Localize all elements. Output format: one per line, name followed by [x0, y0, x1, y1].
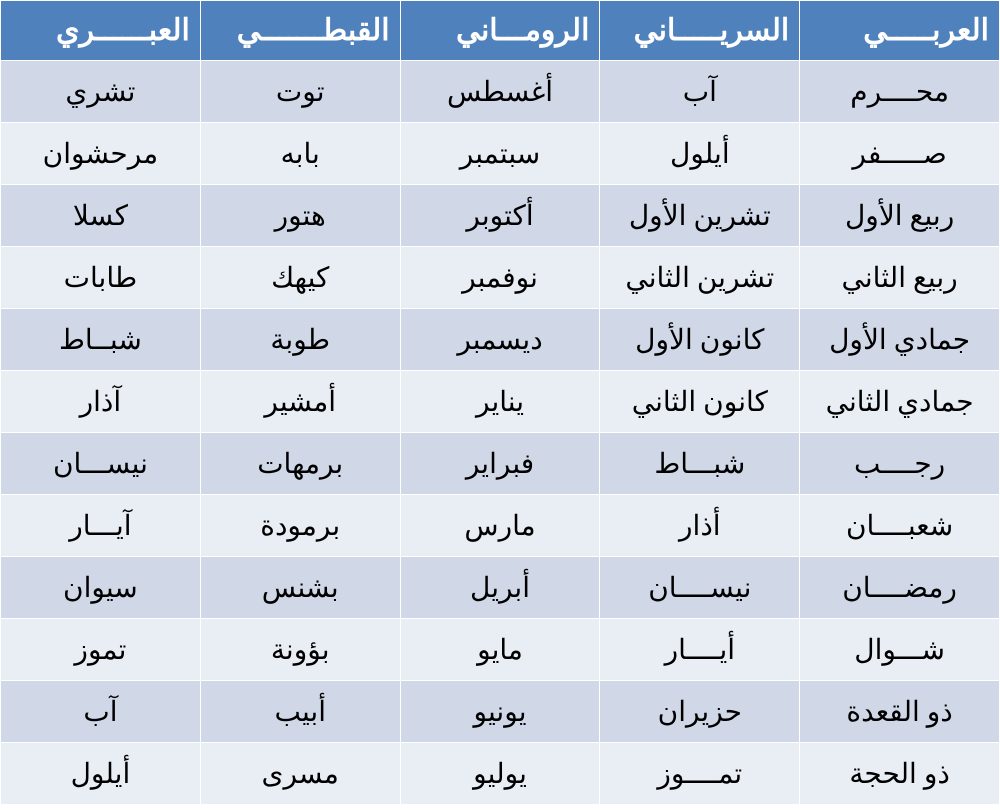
header-row: العربـــــي السريـــــاني الرومـــاني ال…	[1, 1, 1000, 61]
cell: ذو الحجة	[800, 743, 1000, 805]
cell: مسرى	[200, 743, 400, 805]
cell: أبريل	[400, 557, 600, 619]
cell: يوليو	[400, 743, 600, 805]
cell: محــــرم	[800, 61, 1000, 123]
cell: جمادي الثاني	[800, 371, 1000, 433]
cell: ربيع الثاني	[800, 247, 1000, 309]
cell: كانون الثاني	[600, 371, 800, 433]
table-row: ربيع الثاني تشرين الثاني نوفمبر كيهك طاب…	[1, 247, 1000, 309]
cell: مايو	[400, 619, 600, 681]
cell: رجــــب	[800, 433, 1000, 495]
cell: طابات	[1, 247, 201, 309]
table-row: شـــوال أيــــار مايو بؤونة تموز	[1, 619, 1000, 681]
cell: نيســـان	[1, 433, 201, 495]
cell: كيهك	[200, 247, 400, 309]
cell: أبيب	[200, 681, 400, 743]
table-row: محــــرم آب أغسطس توت تشري	[1, 61, 1000, 123]
cell: شبــاط	[1, 309, 201, 371]
cell: ديسمبر	[400, 309, 600, 371]
table-row: صـــــفر أيلول سبتمبر بابه مرحشوان	[1, 123, 1000, 185]
cell: كسلا	[1, 185, 201, 247]
cell: نيســــان	[600, 557, 800, 619]
cell: تشرين الأول	[600, 185, 800, 247]
cell: آيـــار	[1, 495, 201, 557]
cell: بابه	[200, 123, 400, 185]
cell: سيوان	[1, 557, 201, 619]
table-body: محــــرم آب أغسطس توت تشري صـــــفر أيلو…	[1, 61, 1000, 805]
cell: آذار	[1, 371, 201, 433]
cell: تشري	[1, 61, 201, 123]
table-row: ذو الحجة تمــــوز يوليو مسرى أيلول	[1, 743, 1000, 805]
calendar-comparison-table: العربـــــي السريـــــاني الرومـــاني ال…	[0, 0, 1000, 805]
cell: أيلول	[600, 123, 800, 185]
cell: مرحشوان	[1, 123, 201, 185]
table-row: جمادي الأول كانون الأول ديسمبر طوبة شبــ…	[1, 309, 1000, 371]
col-header-coptic: القبطـــــــي	[200, 1, 400, 61]
cell: ذو القعدة	[800, 681, 1000, 743]
cell: شعبــــان	[800, 495, 1000, 557]
cell: أيلول	[1, 743, 201, 805]
cell: تشرين الثاني	[600, 247, 800, 309]
cell: نوفمبر	[400, 247, 600, 309]
cell: ربيع الأول	[800, 185, 1000, 247]
cell: طوبة	[200, 309, 400, 371]
table-row: ذو القعدة حزيران يونيو أبيب آب	[1, 681, 1000, 743]
col-header-syriac: السريـــــاني	[600, 1, 800, 61]
months-table: العربـــــي السريـــــاني الرومـــاني ال…	[0, 0, 1000, 805]
cell: مارس	[400, 495, 600, 557]
cell: أذار	[600, 495, 800, 557]
table-row: رمضــــان نيســــان أبريل بشنس سيوان	[1, 557, 1000, 619]
cell: بؤونة	[200, 619, 400, 681]
cell: أيــــار	[600, 619, 800, 681]
cell: صـــــفر	[800, 123, 1000, 185]
table-row: ربيع الأول تشرين الأول أكتوبر هتور كسلا	[1, 185, 1000, 247]
cell: حزيران	[600, 681, 800, 743]
table-row: شعبــــان أذار مارس برمودة آيـــار	[1, 495, 1000, 557]
col-header-roman: الرومـــاني	[400, 1, 600, 61]
table-row: جمادي الثاني كانون الثاني يناير أمشير آذ…	[1, 371, 1000, 433]
cell: أكتوبر	[400, 185, 600, 247]
table-row: رجــــب شبـــاط فبراير برمهات نيســـان	[1, 433, 1000, 495]
col-header-hebrew: العبــــــري	[1, 1, 201, 61]
cell: هتور	[200, 185, 400, 247]
cell: يونيو	[400, 681, 600, 743]
cell: سبتمبر	[400, 123, 600, 185]
cell: أغسطس	[400, 61, 600, 123]
cell: رمضــــان	[800, 557, 1000, 619]
cell: برمهات	[200, 433, 400, 495]
cell: برمودة	[200, 495, 400, 557]
col-header-arabic: العربـــــي	[800, 1, 1000, 61]
cell: شبـــاط	[600, 433, 800, 495]
cell: أمشير	[200, 371, 400, 433]
cell: جمادي الأول	[800, 309, 1000, 371]
cell: توت	[200, 61, 400, 123]
cell: فبراير	[400, 433, 600, 495]
cell: تموز	[1, 619, 201, 681]
cell: بشنس	[200, 557, 400, 619]
cell: تمــــوز	[600, 743, 800, 805]
cell: آب	[1, 681, 201, 743]
cell: شـــوال	[800, 619, 1000, 681]
cell: كانون الأول	[600, 309, 800, 371]
cell: آب	[600, 61, 800, 123]
cell: يناير	[400, 371, 600, 433]
